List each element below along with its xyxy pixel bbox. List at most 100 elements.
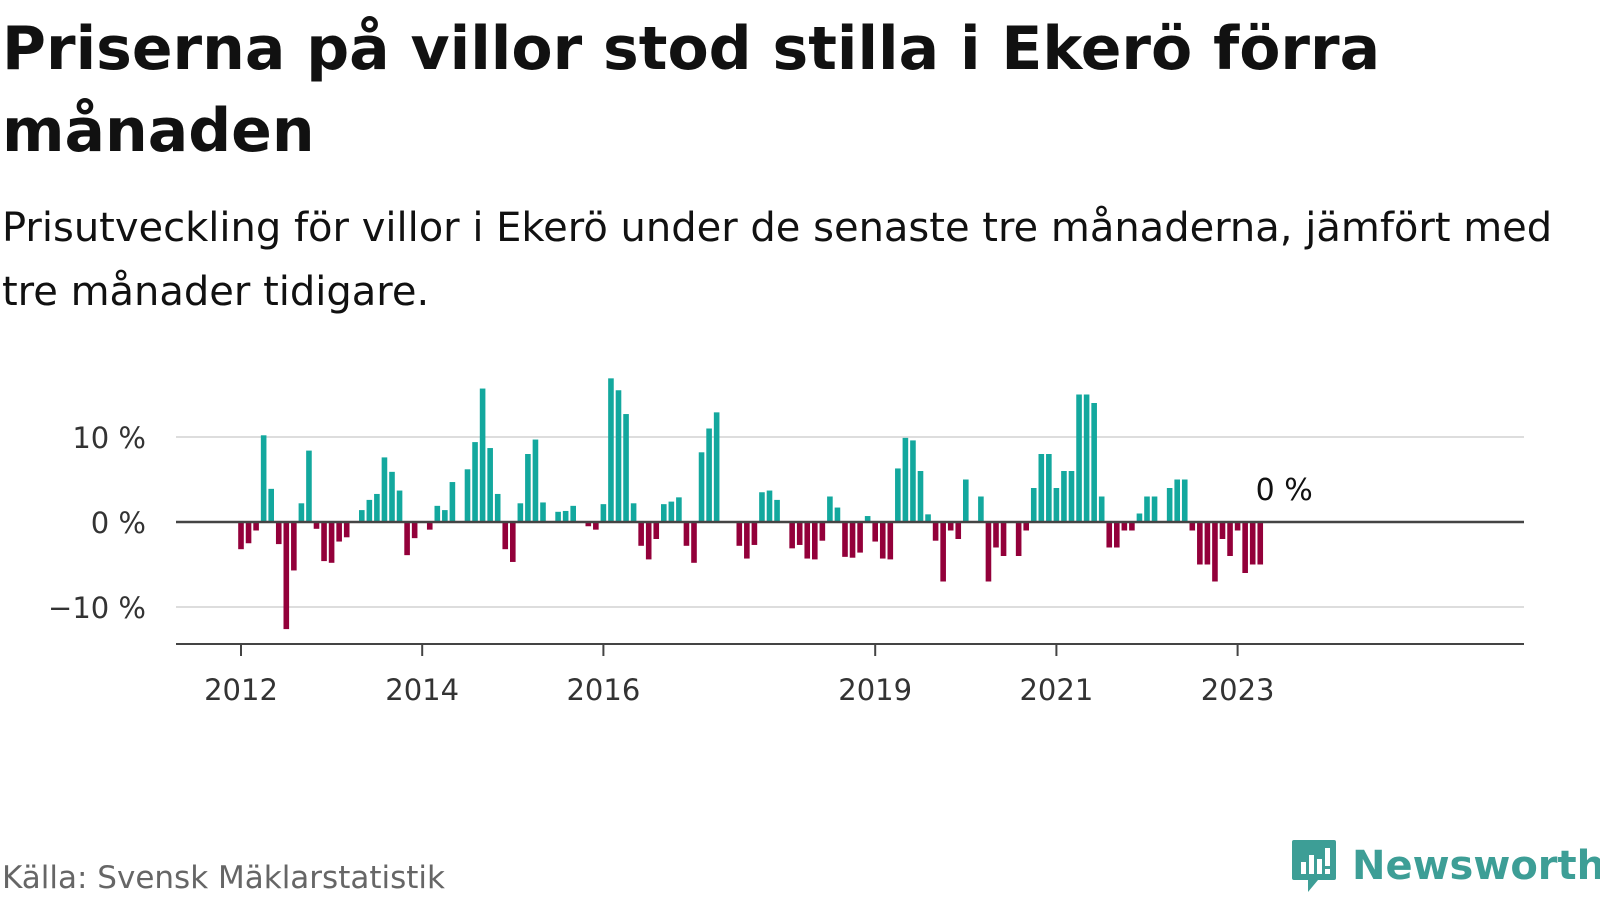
bar <box>872 522 878 542</box>
bar <box>1091 403 1097 522</box>
bar <box>940 522 946 582</box>
x-tick-label: 2021 <box>1019 673 1093 707</box>
bar <box>555 511 561 522</box>
x-tick-label: 2023 <box>1201 673 1275 707</box>
bar <box>321 522 327 562</box>
bar <box>706 428 712 522</box>
bar <box>1212 522 1218 582</box>
bar <box>1151 496 1158 522</box>
bar <box>434 505 441 522</box>
bar <box>615 390 622 522</box>
bar <box>932 522 939 541</box>
bar <box>1227 522 1233 556</box>
bar <box>593 522 599 530</box>
bar <box>517 503 524 522</box>
bar <box>842 522 848 557</box>
bar <box>1023 522 1029 531</box>
bar <box>313 522 320 529</box>
bar <box>404 522 410 556</box>
bar <box>1053 488 1060 522</box>
bar <box>864 516 871 522</box>
bar <box>1098 496 1105 522</box>
bar <box>985 522 992 582</box>
bar <box>570 505 576 522</box>
brand-name: Newsworthy <box>1352 843 1600 889</box>
bar <box>774 499 780 522</box>
bar <box>668 501 675 522</box>
bar <box>608 378 614 522</box>
bar <box>525 454 531 522</box>
bar <box>834 507 841 522</box>
grid-lines <box>176 436 1524 608</box>
x-axis-ticks: 2012 2014 2016 2019 2021 2023 <box>204 644 1275 707</box>
bar <box>381 457 388 522</box>
bar <box>638 522 644 546</box>
bar <box>494 493 501 522</box>
bar <box>1046 454 1052 522</box>
bar <box>895 468 901 522</box>
x-tick-label: 2012 <box>204 673 278 707</box>
bar <box>910 440 916 522</box>
bar <box>1136 513 1143 522</box>
newsworthy-logo-icon <box>1292 840 1336 892</box>
y-axis-tick-labels: 10 % 0 % −10 % <box>48 421 146 625</box>
source-note: Källa: Svensk Mäklarstatistik <box>2 860 445 896</box>
chart-title: Priserna på villor stod stilla i Ekerö f… <box>2 14 1381 166</box>
bar <box>812 522 818 560</box>
bar <box>1174 479 1180 522</box>
bar <box>645 522 652 560</box>
bar <box>502 522 509 550</box>
bar <box>298 503 305 522</box>
bar <box>902 437 909 522</box>
bar <box>1249 522 1256 565</box>
bar <box>245 522 252 544</box>
bar <box>510 522 516 562</box>
bar <box>260 435 267 522</box>
bar <box>442 510 448 522</box>
bar <box>713 412 720 522</box>
bar <box>766 490 773 522</box>
bar <box>268 488 274 522</box>
bar <box>1197 522 1203 565</box>
bar <box>1234 522 1241 531</box>
bar <box>1219 522 1226 539</box>
bar <box>328 522 335 563</box>
bar <box>744 522 750 559</box>
bar <box>366 499 373 522</box>
bar <box>411 522 418 539</box>
bar <box>1114 522 1120 548</box>
bar <box>1083 394 1090 522</box>
bar <box>359 510 365 522</box>
bar <box>819 522 826 541</box>
y-tick-label: 0 % <box>91 506 146 540</box>
bar <box>698 452 705 522</box>
bar <box>827 496 833 522</box>
bar <box>917 471 924 522</box>
bar <box>540 502 546 522</box>
bar <box>449 482 456 522</box>
bar <box>789 522 795 549</box>
bar <box>472 442 478 522</box>
bar <box>993 522 999 548</box>
bar <box>1076 394 1082 522</box>
bar <box>1242 522 1248 573</box>
bar <box>426 522 433 530</box>
chart-subtitle: Prisutveckling för villor i Ekerö under … <box>2 205 1553 315</box>
bar <box>849 522 856 558</box>
newsworthy-brand[interactable]: Newsworthy <box>1290 838 1600 894</box>
bar <box>623 414 629 522</box>
bar <box>396 490 403 522</box>
x-tick-label: 2019 <box>838 673 912 707</box>
bar <box>374 493 380 522</box>
bar <box>306 450 312 522</box>
bar <box>963 479 969 522</box>
bar <box>1030 488 1037 522</box>
bar <box>1189 522 1196 531</box>
bar <box>857 522 863 553</box>
x-tick-label: 2014 <box>385 673 459 707</box>
bar <box>238 522 244 550</box>
bar <box>751 522 758 545</box>
bar <box>336 522 342 542</box>
bar <box>479 388 486 522</box>
